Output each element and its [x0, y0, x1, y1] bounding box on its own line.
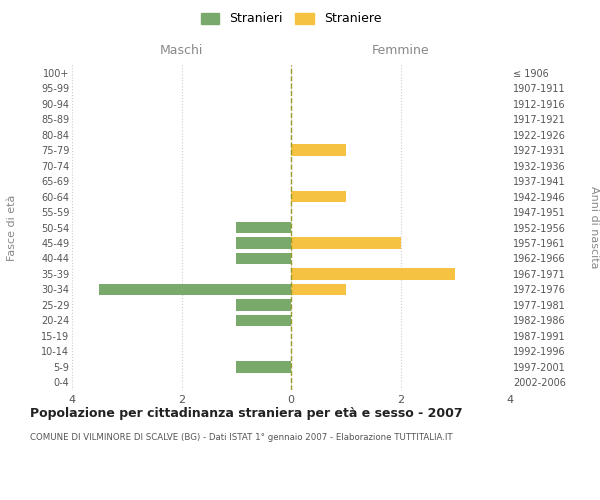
Bar: [236, 237, 291, 249]
Bar: [236, 314, 291, 326]
Bar: [291, 237, 401, 249]
Bar: [236, 222, 291, 234]
Text: Popolazione per cittadinanza straniera per età e sesso - 2007: Popolazione per cittadinanza straniera p…: [30, 408, 463, 420]
Bar: [291, 144, 346, 156]
Bar: [100, 284, 291, 295]
Text: Fasce di età: Fasce di età: [7, 194, 17, 260]
Text: Maschi: Maschi: [160, 44, 203, 58]
Bar: [291, 268, 455, 280]
Bar: [236, 252, 291, 264]
Text: COMUNE DI VILMINORE DI SCALVE (BG) - Dati ISTAT 1° gennaio 2007 - Elaborazione T: COMUNE DI VILMINORE DI SCALVE (BG) - Dat…: [30, 432, 452, 442]
Bar: [291, 284, 346, 295]
Text: Anni di nascita: Anni di nascita: [589, 186, 599, 269]
Bar: [236, 361, 291, 372]
Bar: [236, 299, 291, 310]
Legend: Stranieri, Straniere: Stranieri, Straniere: [197, 8, 385, 29]
Bar: [291, 190, 346, 202]
Text: Femmine: Femmine: [371, 44, 430, 58]
